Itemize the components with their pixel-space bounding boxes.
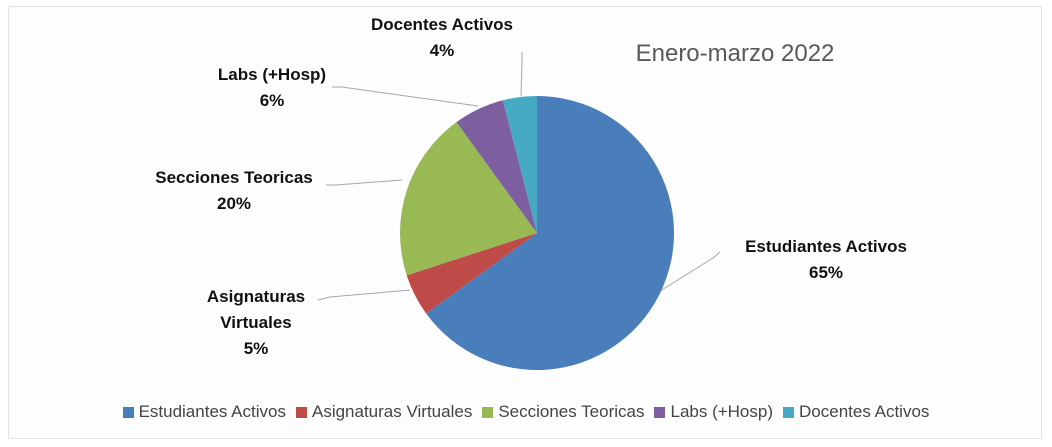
pie-slice bbox=[502, 96, 537, 233]
data-label-name: Secciones Teoricas bbox=[155, 168, 313, 187]
legend-item: Labs (+Hosp) bbox=[654, 402, 773, 422]
data-label-name: Labs (+Hosp) bbox=[217, 65, 327, 84]
leader-line bbox=[326, 179, 403, 186]
pie-slice bbox=[406, 233, 537, 314]
data-label-name: Docentes Activos bbox=[370, 15, 514, 34]
legend-item: Estudiantes Activos bbox=[122, 402, 286, 422]
data-label-name: Asignaturas Virtuales bbox=[206, 287, 306, 332]
legend-swatch bbox=[783, 406, 795, 418]
data-label-value: 65% bbox=[808, 263, 844, 282]
pie-slice bbox=[456, 100, 537, 233]
data-label: Asignaturas Virtuales 5% bbox=[196, 284, 316, 362]
chart-title: Enero-marzo 2022 bbox=[635, 40, 835, 67]
legend-swatch bbox=[122, 406, 134, 418]
data-label: Docentes Activos 4% bbox=[342, 12, 542, 64]
legend-label: Estudiantes Activos bbox=[138, 402, 286, 421]
pie-slice bbox=[400, 122, 537, 276]
data-label-value: 20% bbox=[216, 194, 252, 213]
legend-item: Secciones Teoricas bbox=[482, 402, 644, 422]
data-label: Estudiantes Activos 65% bbox=[716, 234, 936, 286]
data-label: Secciones Teoricas 20% bbox=[124, 165, 344, 217]
legend-swatch bbox=[654, 406, 666, 418]
legend-label: Labs (+Hosp) bbox=[670, 402, 774, 421]
leader-line bbox=[520, 52, 523, 97]
legend-label: Docentes Activos bbox=[799, 402, 930, 421]
data-label-value: 4% bbox=[429, 41, 455, 60]
legend-label: Secciones Teoricas bbox=[498, 402, 645, 421]
legend-item: Docentes Activos bbox=[783, 402, 929, 422]
pie-slice bbox=[426, 96, 675, 371]
data-label-value: 6% bbox=[259, 91, 285, 110]
legend-label: Asignaturas Virtuales bbox=[311, 402, 473, 421]
legend-item: Asignaturas Virtuales bbox=[295, 402, 473, 422]
leader-line bbox=[656, 251, 721, 294]
legend: Estudiantes Activos Asignaturas Virtuales… bbox=[0, 402, 1052, 422]
data-label-value: 5% bbox=[243, 339, 269, 358]
leader-lines bbox=[317, 52, 721, 301]
legend-swatch bbox=[482, 406, 494, 418]
leader-line bbox=[317, 289, 411, 301]
data-label-name: Estudiantes Activos bbox=[745, 237, 907, 256]
legend-swatch bbox=[295, 406, 307, 418]
leader-line bbox=[332, 86, 479, 107]
data-label: Labs (+Hosp) 6% bbox=[172, 62, 372, 114]
